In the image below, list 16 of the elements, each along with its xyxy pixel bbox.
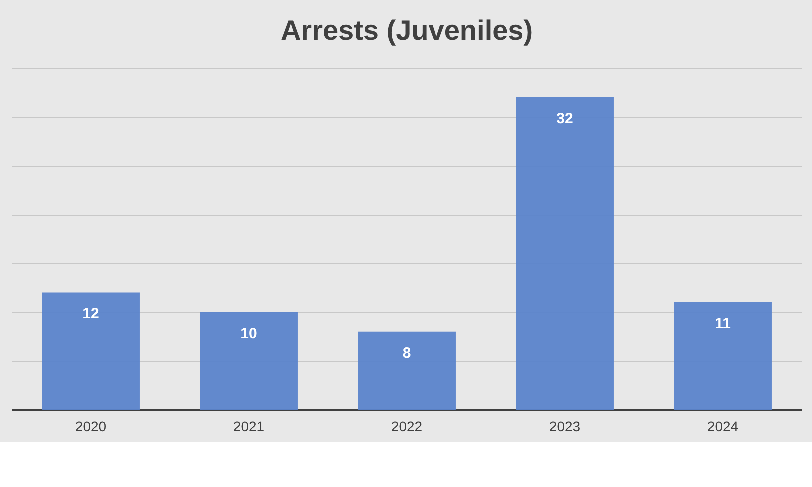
bar — [516, 97, 614, 410]
data-label: 32 — [556, 110, 574, 128]
data-label: 10 — [240, 325, 258, 342]
bar — [674, 302, 772, 410]
x-tick-label: 2020 — [75, 418, 107, 434]
x-tick-label: 2023 — [549, 418, 581, 434]
chart-title: Arrests (Juveniles) — [280, 15, 534, 46]
x-tick-label: 2021 — [233, 418, 265, 434]
bar — [358, 332, 456, 410]
x-tick-label: 2022 — [391, 418, 423, 434]
data-label: 8 — [402, 344, 412, 362]
bar — [200, 312, 298, 410]
x-tick-label: 2024 — [707, 418, 739, 434]
bar — [42, 292, 140, 410]
data-label: 12 — [82, 306, 100, 323]
data-label: 11 — [715, 316, 731, 333]
